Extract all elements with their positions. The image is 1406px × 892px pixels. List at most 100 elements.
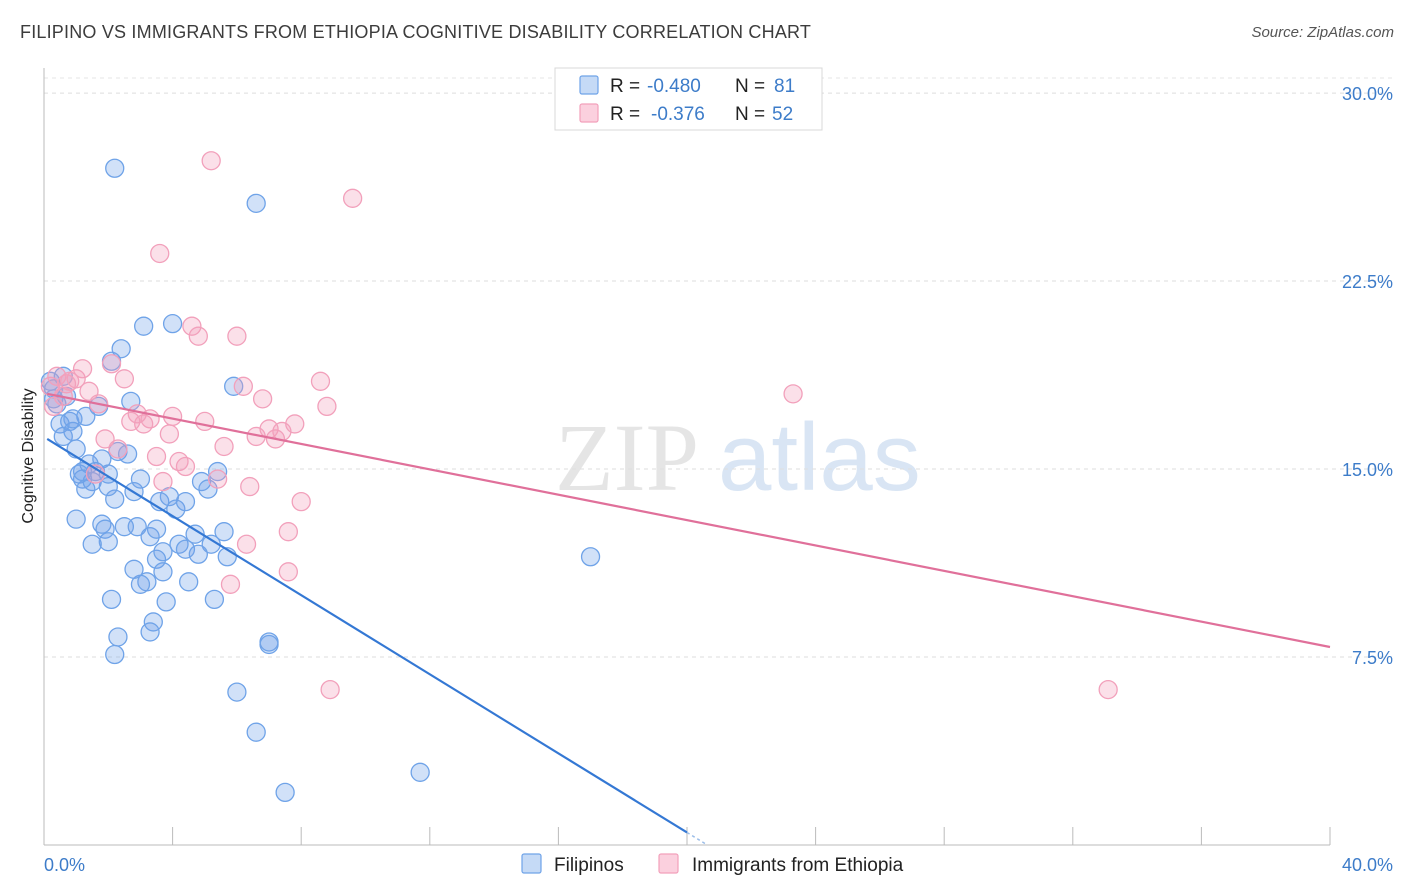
stats-legend: R = -0.480 N = 81 R = -0.376 N = 52 (554, 67, 823, 131)
filipinos-point (275, 782, 295, 803)
legend-label-filipinos[interactable]: Filipinos (554, 855, 624, 876)
filipinos-point (105, 489, 125, 509)
filipinos-point (207, 461, 228, 482)
watermark: ZIP atlas (555, 404, 921, 511)
stats-n-label-0: N = (735, 76, 765, 97)
ethiopia-point (188, 326, 208, 346)
legend-swatch-ethiopia[interactable] (658, 853, 679, 874)
filipinos-point (124, 559, 144, 579)
stats-n-value-1: 52 (772, 104, 793, 125)
ethiopia-point (278, 562, 298, 582)
filipinos-point (63, 409, 83, 429)
filipinos-point (175, 491, 196, 512)
watermark-zip: ZIP (555, 404, 699, 511)
filipinos-point (111, 339, 131, 359)
trend-line-ethiopia (47, 392, 1331, 649)
y-tick-label: 22.5% (1342, 272, 1393, 292)
filipinos-point (66, 439, 86, 459)
stats-r-label-0: R = (610, 76, 640, 97)
filipinos-point (82, 534, 102, 554)
filipinos-point (259, 634, 279, 655)
stats-r-value-0: -0.480 (647, 76, 701, 97)
ethiopia-point (150, 243, 170, 264)
filipinos-point (188, 544, 208, 564)
filipinos-point (140, 622, 160, 642)
filipinos-point (162, 314, 183, 334)
ethiopia-point (169, 451, 189, 472)
y-tick-label: 15.0% (1342, 460, 1393, 480)
filipinos-point (214, 522, 234, 542)
ethiopia-point (175, 456, 196, 477)
filipinos-point (101, 589, 122, 610)
stats-r-label-1: R = (610, 104, 640, 125)
filipinos-point (134, 316, 154, 336)
stats-swatch-filipinos (579, 75, 599, 95)
series-ethiopia (40, 151, 1118, 700)
filipinos-point (153, 542, 173, 562)
trend-line-filipinos-extension (686, 831, 707, 845)
filipinos-point (580, 547, 601, 567)
ethiopia-point (195, 411, 215, 432)
ethiopia-point (101, 354, 122, 374)
filipinos-point (153, 562, 173, 582)
filipinos-point (246, 193, 266, 213)
filipinos-point (204, 589, 225, 610)
chart-title: FILIPINO VS IMMIGRANTS FROM ETHIOPIA COG… (20, 22, 812, 42)
ethiopia-point (214, 436, 234, 457)
filipinos-point (117, 444, 138, 464)
ethiopia-point (207, 469, 228, 489)
ethiopia-point (783, 384, 803, 404)
filipinos-point (156, 592, 176, 612)
filipinos-point (66, 509, 86, 529)
x-tick-label-min: 0.0% (44, 855, 85, 875)
ethiopia-point (342, 188, 363, 208)
ethiopia-point (43, 396, 64, 417)
ethiopia-point (285, 414, 305, 434)
ethiopia-point (153, 471, 173, 492)
gridlines (44, 77, 1393, 658)
x-ticks (43, 827, 1331, 845)
filipinos-point (95, 519, 115, 539)
ethiopia-point (66, 369, 86, 389)
x-tick-label-max: 40.0% (1342, 855, 1393, 875)
ethiopia-point (317, 396, 337, 417)
filipinos-point (105, 644, 125, 665)
filipinos-point (140, 527, 160, 547)
y-axis-label: Cognitive Disability (20, 388, 37, 523)
ethiopia-point (233, 376, 253, 396)
ethiopia-point (310, 371, 331, 391)
filipinos-point (179, 572, 199, 592)
ethiopia-point (227, 326, 247, 346)
ethiopia-point (134, 414, 154, 434)
ethiopia-point (72, 359, 93, 379)
ethiopia-point (146, 446, 167, 467)
ethiopia-point (278, 522, 298, 542)
source-label: Source: ZipAtlas.com (1251, 24, 1394, 41)
ethiopia-point (159, 424, 180, 444)
ethiopia-point (95, 429, 115, 449)
legend-swatch-filipinos[interactable] (521, 853, 542, 874)
filipinos-point (130, 469, 151, 489)
ethiopia-point (114, 369, 135, 389)
legend-label-ethiopia[interactable]: Immigrants from Ethiopia (692, 855, 904, 876)
filipinos-point (108, 627, 128, 647)
stats-swatch-ethiopia (579, 103, 599, 123)
bottom-legend: Filipinos Immigrants from Ethiopia (521, 853, 904, 876)
filipinos-point (114, 517, 135, 537)
filipinos-point (169, 534, 189, 554)
ethiopia-point (252, 389, 273, 409)
ethiopia-point (182, 316, 202, 336)
ethiopia-point (56, 374, 77, 394)
ethiopia-point (1098, 679, 1118, 700)
ethiopia-point (240, 476, 260, 497)
y-tick-label: 30.0% (1342, 84, 1393, 104)
filipinos-point (146, 549, 167, 569)
watermark-atlas: atlas (718, 404, 921, 511)
trend-line-filipinos (46, 438, 688, 834)
stats-legend-box (554, 67, 823, 131)
trend-lines (46, 392, 1331, 845)
ethiopia-point (291, 491, 311, 512)
filipinos-point (410, 762, 430, 782)
y-tick-label: 7.5% (1352, 648, 1393, 668)
ethiopia-point (108, 439, 128, 459)
